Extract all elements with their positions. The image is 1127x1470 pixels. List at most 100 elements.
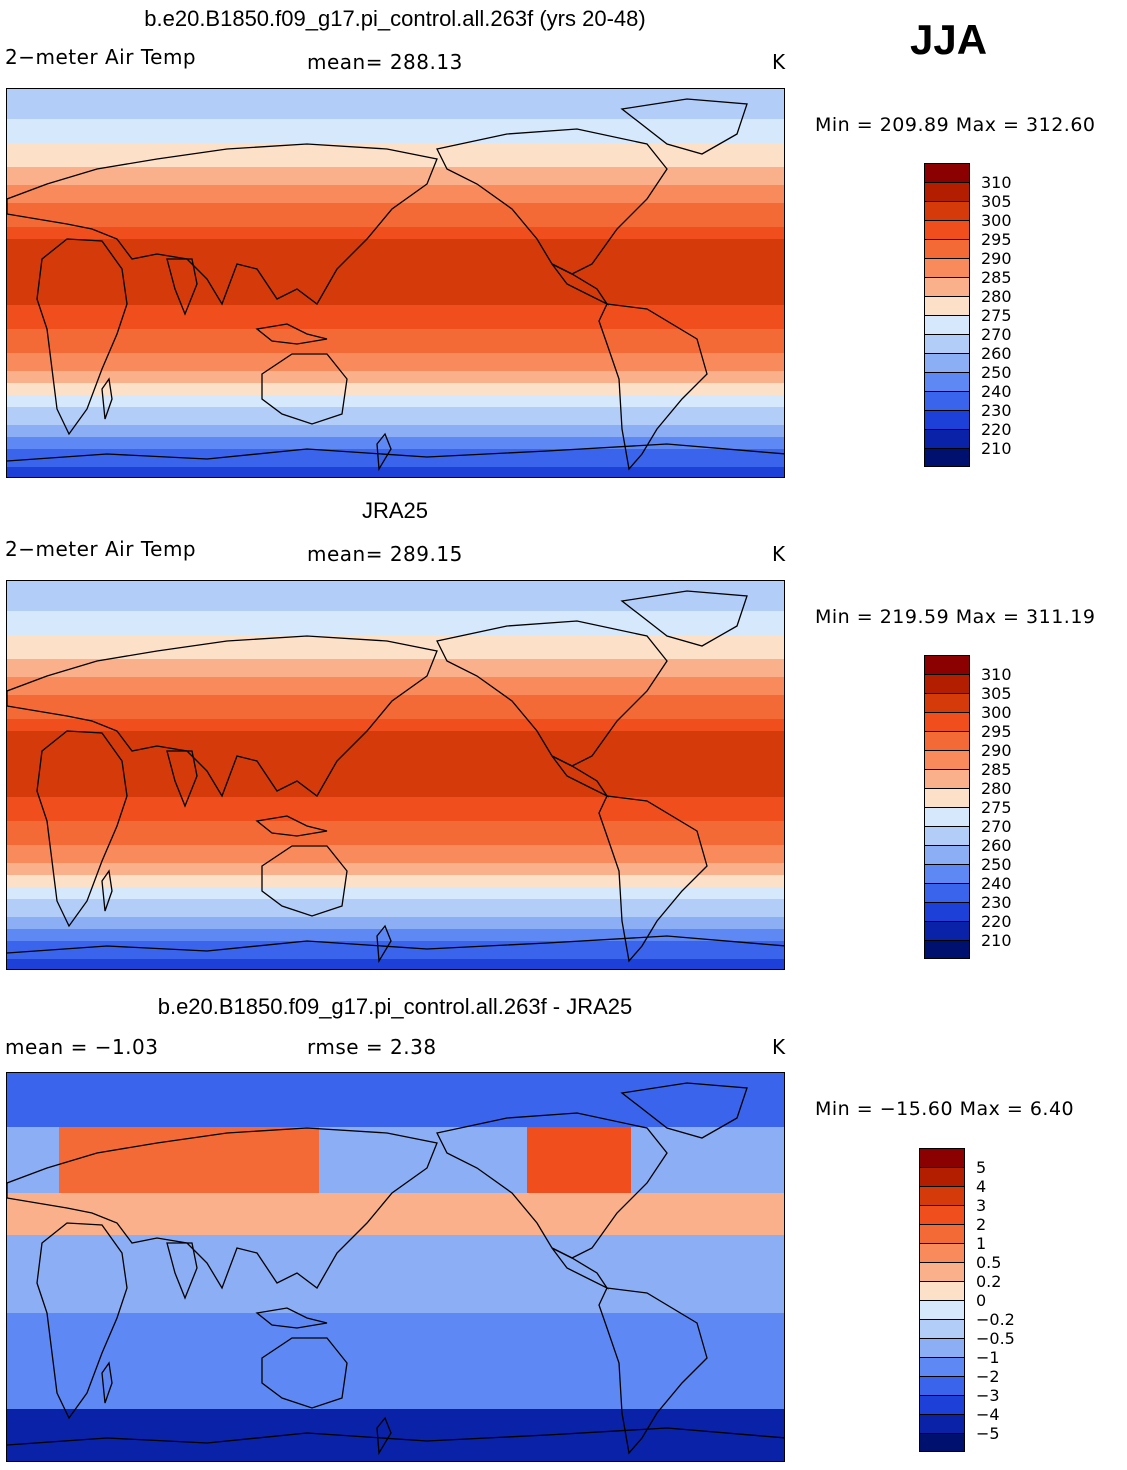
coastline bbox=[376, 924, 392, 964]
panel-1-mean-label: mean= 288.13 bbox=[307, 50, 463, 74]
colorbar-swatch bbox=[924, 258, 970, 277]
colorbar-swatch bbox=[924, 182, 970, 201]
colorbar-label: 285 bbox=[981, 759, 1012, 779]
colorbar-label: 290 bbox=[981, 740, 1012, 760]
coastline bbox=[376, 432, 392, 472]
colorbar-label: 0 bbox=[976, 1290, 987, 1310]
season-label: JJA bbox=[910, 16, 988, 63]
panel-3-rmse-label: rmse = 2.38 bbox=[307, 1035, 437, 1059]
colorbar-label: 230 bbox=[981, 892, 1012, 912]
panel-3-title: b.e20.B1850.f09_g17.pi_control.all.263f … bbox=[157, 994, 633, 1019]
colorbar-swatch bbox=[924, 296, 970, 315]
panel-3-mean-label: mean = −1.03 bbox=[5, 1035, 159, 1059]
colorbar-label: 240 bbox=[981, 381, 1012, 401]
colorbar-frame bbox=[924, 655, 970, 959]
coastline bbox=[7, 1427, 784, 1446]
colorbar-label: 3 bbox=[976, 1195, 987, 1215]
coastline bbox=[166, 1242, 198, 1300]
colorbar-swatch bbox=[919, 1205, 965, 1224]
colorbar-label: 4 bbox=[976, 1176, 987, 1196]
colorbar-swatch bbox=[919, 1300, 965, 1319]
colorbar-label: 240 bbox=[981, 873, 1012, 893]
colorbar-swatch bbox=[924, 353, 970, 372]
panel-2-title: JRA25 bbox=[361, 498, 429, 523]
coastline bbox=[7, 935, 784, 954]
panel-1-units: K bbox=[772, 50, 786, 74]
colorbar-label: −3 bbox=[976, 1385, 1000, 1405]
coastline bbox=[7, 443, 784, 462]
colorbar-swatch bbox=[924, 277, 970, 296]
colorbar-label: −1 bbox=[976, 1347, 1000, 1367]
colorbar-swatch bbox=[924, 940, 970, 959]
colorbar-swatch bbox=[924, 731, 970, 750]
panel-2-variable-label: 2−meter Air Temp bbox=[5, 537, 197, 561]
colorbar-label: 285 bbox=[981, 267, 1012, 287]
panel-1-variable-label: 2−meter Air Temp bbox=[5, 45, 197, 69]
colorbar-frame bbox=[924, 163, 970, 467]
colorbar-label: 260 bbox=[981, 343, 1012, 363]
colorbar-swatch bbox=[919, 1262, 965, 1281]
colorbar-label: 220 bbox=[981, 419, 1012, 439]
colorbar-label: 2 bbox=[976, 1214, 987, 1234]
coastline bbox=[261, 1337, 348, 1409]
colorbar-swatch bbox=[924, 220, 970, 239]
coastline bbox=[101, 1361, 113, 1404]
colorbar-label: 310 bbox=[981, 664, 1012, 684]
colorbar-swatch bbox=[924, 864, 970, 883]
colorbar-swatch bbox=[924, 391, 970, 410]
colorbar-label: 210 bbox=[981, 930, 1012, 950]
panel-2-units: K bbox=[772, 542, 786, 566]
colorbar-swatch bbox=[924, 693, 970, 712]
colorbar-swatch bbox=[924, 883, 970, 902]
colorbar-swatch bbox=[924, 448, 970, 467]
panel-1-title: b.e20.B1850.f09_g17.pi_control.all.263f … bbox=[144, 6, 646, 31]
colorbar-label: 5 bbox=[976, 1157, 987, 1177]
colorbar-swatch bbox=[919, 1338, 965, 1357]
coastline bbox=[36, 730, 128, 928]
colorbar-swatch bbox=[924, 845, 970, 864]
colorbar-swatch bbox=[919, 1433, 965, 1452]
coastline bbox=[598, 795, 708, 963]
panel-3-minmax: Min = −15.60 Max = 6.40 bbox=[815, 1098, 1075, 1120]
colorbar-swatch bbox=[924, 674, 970, 693]
coastline bbox=[598, 1287, 708, 1455]
coastline bbox=[261, 845, 348, 917]
coastline bbox=[620, 98, 748, 155]
colorbar-label: 220 bbox=[981, 911, 1012, 931]
coastline bbox=[7, 143, 438, 306]
colorbar-label: −4 bbox=[976, 1404, 1000, 1424]
colorbar-label: 210 bbox=[981, 438, 1012, 458]
coastline bbox=[436, 620, 668, 767]
colorbar-label: 270 bbox=[981, 324, 1012, 344]
colorbar-label: 250 bbox=[981, 362, 1012, 382]
coastline bbox=[36, 238, 128, 436]
colorbar-swatch bbox=[924, 429, 970, 448]
colorbar-swatch bbox=[919, 1167, 965, 1186]
colorbar-swatch bbox=[919, 1319, 965, 1338]
colorbar-label: −2 bbox=[976, 1366, 1000, 1386]
colorbar-label: 250 bbox=[981, 854, 1012, 874]
panel-1-minmax: Min = 209.89 Max = 312.60 bbox=[815, 114, 1096, 136]
coastline bbox=[620, 590, 748, 647]
colorbar-swatch bbox=[924, 807, 970, 826]
panel-3-units: K bbox=[772, 1035, 786, 1059]
colorbar-swatch bbox=[924, 788, 970, 807]
colorbar-label: 280 bbox=[981, 286, 1012, 306]
colorbar-swatch bbox=[924, 239, 970, 258]
colorbar-swatch bbox=[919, 1395, 965, 1414]
colorbar-swatch bbox=[924, 902, 970, 921]
coastline bbox=[436, 1112, 668, 1259]
coastline bbox=[7, 1127, 438, 1290]
coastline bbox=[598, 303, 708, 471]
coastline bbox=[166, 258, 198, 316]
coastline bbox=[101, 869, 113, 912]
panel-1-map bbox=[6, 88, 785, 478]
colorbar-label: 275 bbox=[981, 305, 1012, 325]
colorbar-swatch bbox=[924, 769, 970, 788]
colorbar-label: 295 bbox=[981, 721, 1012, 741]
colorbar-swatch bbox=[924, 334, 970, 353]
colorbar-swatch bbox=[919, 1376, 965, 1395]
colorbar-label: 290 bbox=[981, 248, 1012, 268]
colorbar-swatch bbox=[924, 410, 970, 429]
colorbar-label: −0.5 bbox=[976, 1328, 1015, 1348]
